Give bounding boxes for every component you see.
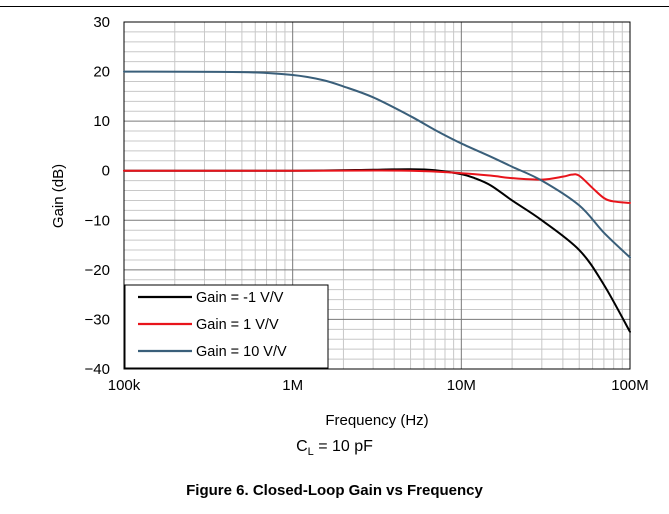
legend-label-0: Gain = -1 V/V xyxy=(196,290,284,306)
legend-box xyxy=(124,284,329,369)
top-rule xyxy=(0,6,669,7)
condition-subscript: L xyxy=(307,446,314,459)
y-tick-label: −10 xyxy=(85,212,110,229)
condition-prefix: C xyxy=(296,438,308,455)
x-tick-label: 1M xyxy=(282,377,303,394)
x-axis-title: Frequency (Hz) xyxy=(325,412,428,429)
y-tick-label: −20 xyxy=(85,262,110,279)
y-tick-labels: 30 20 10 0 −10 −20 −30 −40 xyxy=(85,14,110,378)
y-tick-label: −30 xyxy=(85,311,110,328)
y-tick-label: 10 xyxy=(93,113,110,130)
x-tick-label: 10M xyxy=(447,377,476,394)
series-line-2 xyxy=(123,70,631,259)
legend-label-2: Gain = 10 V/V xyxy=(196,344,287,360)
legend-label-1: Gain = 1 V/V xyxy=(196,317,279,333)
y-tick-label: 30 xyxy=(93,14,110,31)
y-tick-label: 0 xyxy=(102,163,110,180)
plot-frame xyxy=(123,21,631,370)
test-condition: CL = 10 pF xyxy=(0,438,669,458)
gain-frequency-chart: 100k 1M 10M 100M 30 20 10 0 −10 −20 −30 −40 Freque… xyxy=(50,14,649,429)
condition-suffix: = 10 pF xyxy=(313,438,373,455)
x-tick-labels: 100k 1M 10M 100M xyxy=(108,377,649,394)
y-axis-title: Gain (dB) xyxy=(50,164,67,228)
legend: Gain = -1 V/V Gain = 1 V/V Gain = 10 V/V xyxy=(124,284,329,369)
curves xyxy=(123,70,631,333)
y-tick-label: 20 xyxy=(93,64,110,81)
series-line-1 xyxy=(123,169,631,204)
x-tick-label: 100k xyxy=(108,377,141,394)
y-tick-label: −40 xyxy=(85,361,110,378)
figure-caption: Figure 6. Closed-Loop Gain vs Frequency xyxy=(186,482,483,499)
x-tick-label: 100M xyxy=(611,377,649,394)
